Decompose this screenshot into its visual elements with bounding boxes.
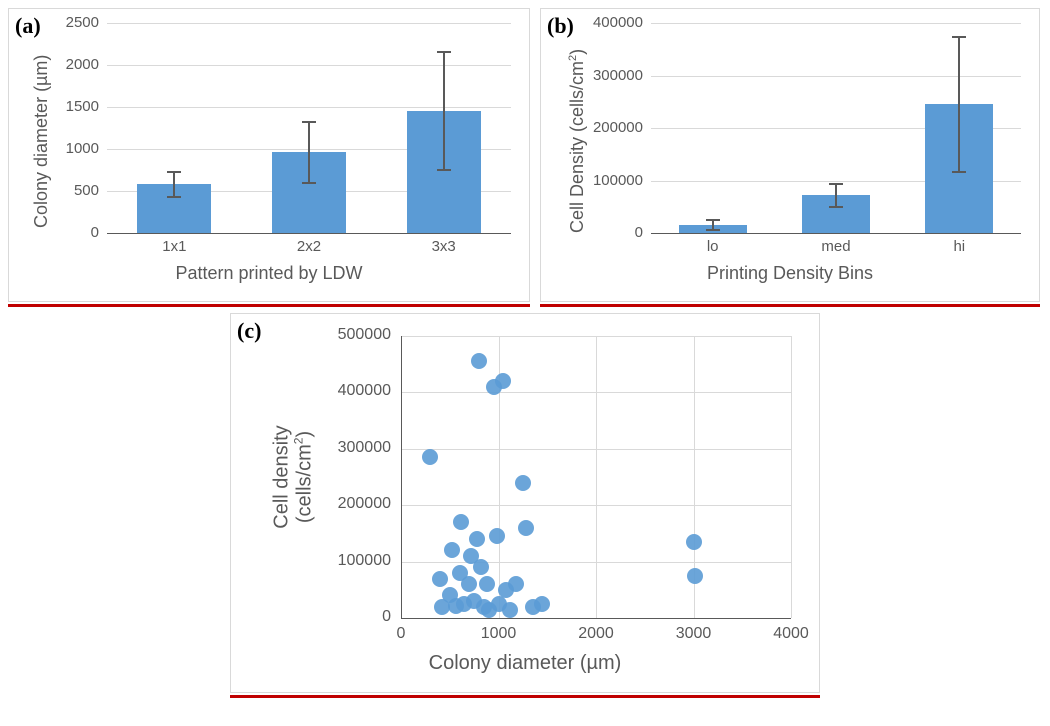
error-cap	[952, 36, 966, 38]
error-bar	[835, 184, 837, 207]
ytick-label: 2000	[9, 57, 99, 72]
xtick-label: 4000	[761, 626, 821, 642]
scatter-point	[515, 475, 531, 491]
panel-b-underline	[540, 304, 1040, 307]
xtick-label: 3000	[664, 626, 724, 642]
ytick-label: 500	[9, 183, 99, 198]
panel-a-wrap: (a) 050010001500200025001x12x23x3Pattern…	[8, 8, 530, 307]
error-cap	[706, 219, 720, 221]
panel-c-underline	[230, 695, 820, 698]
xtick-label: hi	[898, 239, 1021, 254]
error-cap	[302, 182, 316, 184]
x-axis-line	[401, 618, 791, 619]
gridline	[651, 76, 1021, 77]
panel-c-wrap: (c) 010000020000030000040000050000001000…	[230, 313, 820, 698]
panel-b-wrap: (b) 0100000200000300000400000lomedhiPrin…	[540, 8, 1040, 307]
xtick-label: med	[774, 239, 897, 254]
error-cap	[829, 183, 843, 185]
scatter-point	[686, 534, 702, 550]
panel-c-label: (c)	[237, 318, 261, 344]
xtick-label: 1000	[469, 626, 529, 642]
xtick-label: 0	[371, 626, 431, 642]
scatter-point	[461, 576, 477, 592]
ytick-label: 0	[541, 225, 643, 240]
error-cap	[706, 229, 720, 231]
y-axis-line	[401, 336, 402, 618]
gridline	[107, 23, 511, 24]
error-cap	[302, 121, 316, 123]
scatter-point	[469, 531, 485, 547]
scatter-point	[471, 353, 487, 369]
error-bar	[958, 37, 960, 171]
panel-a-underline	[8, 304, 530, 307]
error-cap	[437, 169, 451, 171]
y-axis-title: Cell density(cells/cm2)	[271, 336, 316, 618]
xtick-label: lo	[651, 239, 774, 254]
ytick-label: 100000	[541, 173, 643, 188]
gridline	[107, 107, 511, 108]
error-bar	[173, 172, 175, 197]
error-cap	[167, 171, 181, 173]
gridline	[596, 336, 597, 618]
scatter-point	[495, 373, 511, 389]
error-bar	[308, 122, 310, 182]
gridline	[107, 65, 511, 66]
scatter-point	[432, 571, 448, 587]
panel-c: (c) 010000020000030000040000050000001000…	[230, 313, 820, 693]
x-axis-line	[107, 233, 511, 234]
y-axis-title: Colony diameter (µm)	[31, 55, 52, 228]
scatter-point	[489, 528, 505, 544]
x-axis-title: Colony diameter (µm)	[231, 652, 819, 675]
x-axis-title: Pattern printed by LDW	[9, 263, 529, 284]
scatter-point	[444, 542, 460, 558]
panel-a-label: (a)	[15, 13, 41, 39]
scatter-point	[534, 596, 550, 612]
gridline	[651, 23, 1021, 24]
bottom-row: (c) 010000020000030000040000050000001000…	[8, 313, 1042, 698]
scatter-point	[502, 602, 518, 618]
panel-b: (b) 0100000200000300000400000lomedhiPrin…	[540, 8, 1040, 302]
ytick-label: 300000	[541, 68, 643, 83]
xtick-label: 2x2	[242, 239, 377, 254]
scatter-point	[473, 559, 489, 575]
scatter-point	[479, 576, 495, 592]
ytick-label: 1500	[9, 99, 99, 114]
ytick-label: 0	[9, 225, 99, 240]
xtick-label: 2000	[566, 626, 626, 642]
error-bar	[443, 52, 445, 170]
scatter-point	[508, 576, 524, 592]
x-axis-title: Printing Density Bins	[541, 263, 1039, 284]
scatter-point	[422, 449, 438, 465]
panel-b-label: (b)	[547, 13, 574, 39]
error-cap	[437, 51, 451, 53]
x-axis-line	[651, 233, 1021, 234]
error-cap	[829, 206, 843, 208]
ytick-label: 1000	[9, 141, 99, 156]
scatter-point	[518, 520, 534, 536]
xtick-label: 1x1	[107, 239, 242, 254]
error-cap	[952, 171, 966, 173]
panel-a: (a) 050010001500200025001x12x23x3Pattern…	[8, 8, 530, 302]
top-row: (a) 050010001500200025001x12x23x3Pattern…	[8, 8, 1042, 307]
gridline	[791, 336, 792, 618]
y-axis-title: Cell Density (cells/cm2)	[567, 49, 588, 233]
scatter-point	[687, 568, 703, 584]
scatter-point	[453, 514, 469, 530]
ytick-label: 200000	[541, 120, 643, 135]
xtick-label: 3x3	[376, 239, 511, 254]
error-cap	[167, 196, 181, 198]
